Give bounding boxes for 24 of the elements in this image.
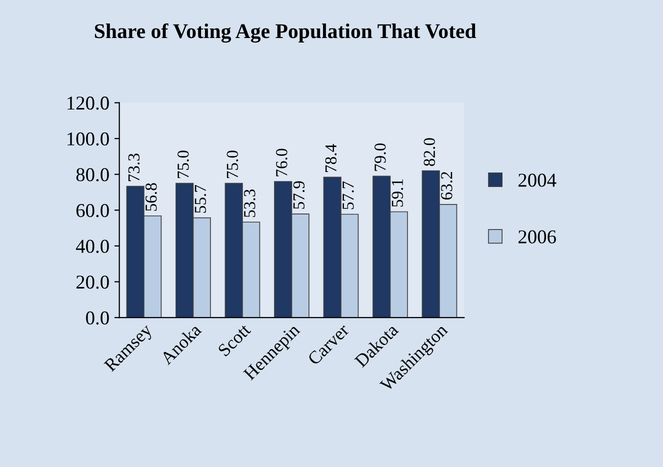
legend-label: 2004 [518,174,556,187]
text: 82.0 [424,138,436,166]
text: 53.3 [244,189,256,218]
text: 59.1 [392,179,404,207]
y-tick-label: 40.0 [76,240,109,253]
y-tick-label: 60.0 [76,204,109,218]
y-tick-label: 120.0 [68,96,109,110]
y-tick-label: 0.0 [86,311,109,325]
legend-label: 2006 [518,230,556,244]
text: 75.0 [226,150,238,178]
text: 56.8 [146,183,157,211]
y-tick-label: 100.0 [68,132,109,146]
text: 57.7 [342,181,354,210]
text: 78.4 [325,144,337,172]
y-tick-label: 80.0 [76,168,109,182]
text: 55.7 [194,184,206,213]
text: 57.9 [293,181,305,209]
y-tick-label: 20.0 [76,276,109,289]
text: 73.3 [128,154,140,182]
text: 79.0 [374,143,386,171]
text: 75.0 [178,150,189,178]
text: 76.0 [276,148,288,176]
text: 63.2 [441,172,452,200]
chart-title: Share of Voting Age Population That Voted [94,23,476,43]
